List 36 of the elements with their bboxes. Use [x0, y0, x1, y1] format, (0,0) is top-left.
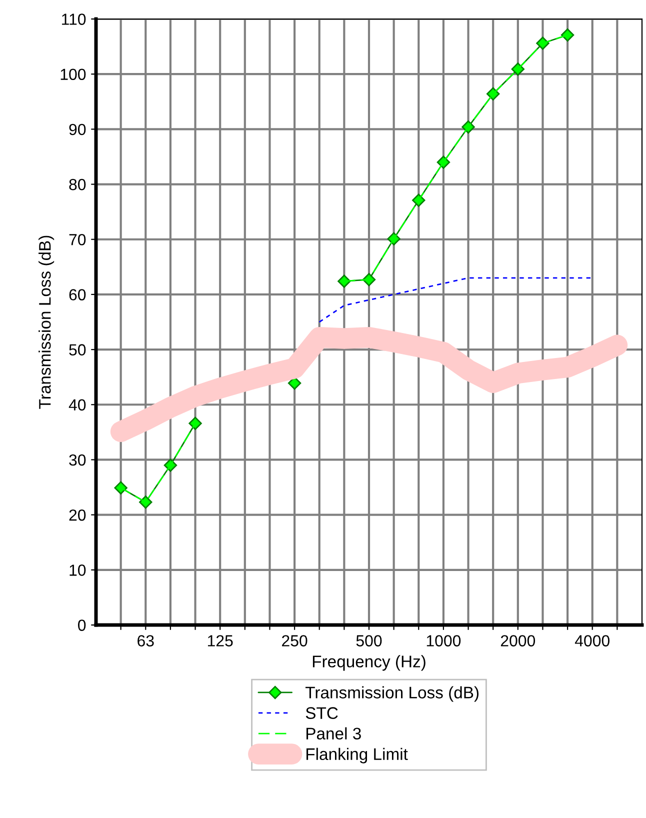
point — [511, 62, 524, 76]
y-tick-label: 100 — [60, 68, 86, 80]
point — [164, 458, 178, 472]
y-tick-label: 110 — [62, 14, 86, 25]
point — [188, 416, 202, 430]
point — [436, 156, 450, 169]
x-tick-label: 4000 — [574, 635, 610, 646]
y-tick-label: 50 — [69, 344, 86, 356]
x-tick-label: 125 — [208, 635, 233, 646]
y-axis-title: Transmission Loss (dB) — [38, 236, 54, 409]
point — [560, 28, 574, 42]
x-tick-label: 250 — [282, 635, 308, 646]
y-tick-label: 60 — [69, 289, 86, 300]
y-tick-label: 40 — [68, 399, 86, 411]
legend-label: Panel 3 — [306, 727, 361, 740]
y-tick-label: 20 — [69, 509, 86, 521]
point — [139, 496, 152, 509]
point — [288, 376, 302, 390]
x-tick-label: 63 — [138, 635, 154, 646]
line-series — [318, 277, 594, 323]
y-tick-label: 30 — [69, 454, 86, 466]
y-tick-label: 70 — [69, 234, 86, 246]
point — [462, 120, 475, 134]
legend-label: Transmission Loss (dB) — [306, 686, 479, 702]
x-tick-label: 2000 — [500, 635, 536, 646]
legend-label: STC — [306, 707, 338, 719]
y-tick-label: 80 — [69, 178, 86, 190]
y-tick-label: 0 — [78, 620, 86, 631]
y-tick-label: 10 — [70, 564, 86, 576]
x-tick-label: 500 — [356, 635, 382, 646]
point — [486, 87, 500, 101]
legend-label: Flanking Limit — [306, 748, 408, 764]
point — [114, 481, 128, 494]
x-tick-label: 1000 — [426, 635, 461, 646]
x-axis-title: Frequency (Hz) — [312, 655, 426, 671]
y-tick-label: 90 — [69, 124, 86, 136]
